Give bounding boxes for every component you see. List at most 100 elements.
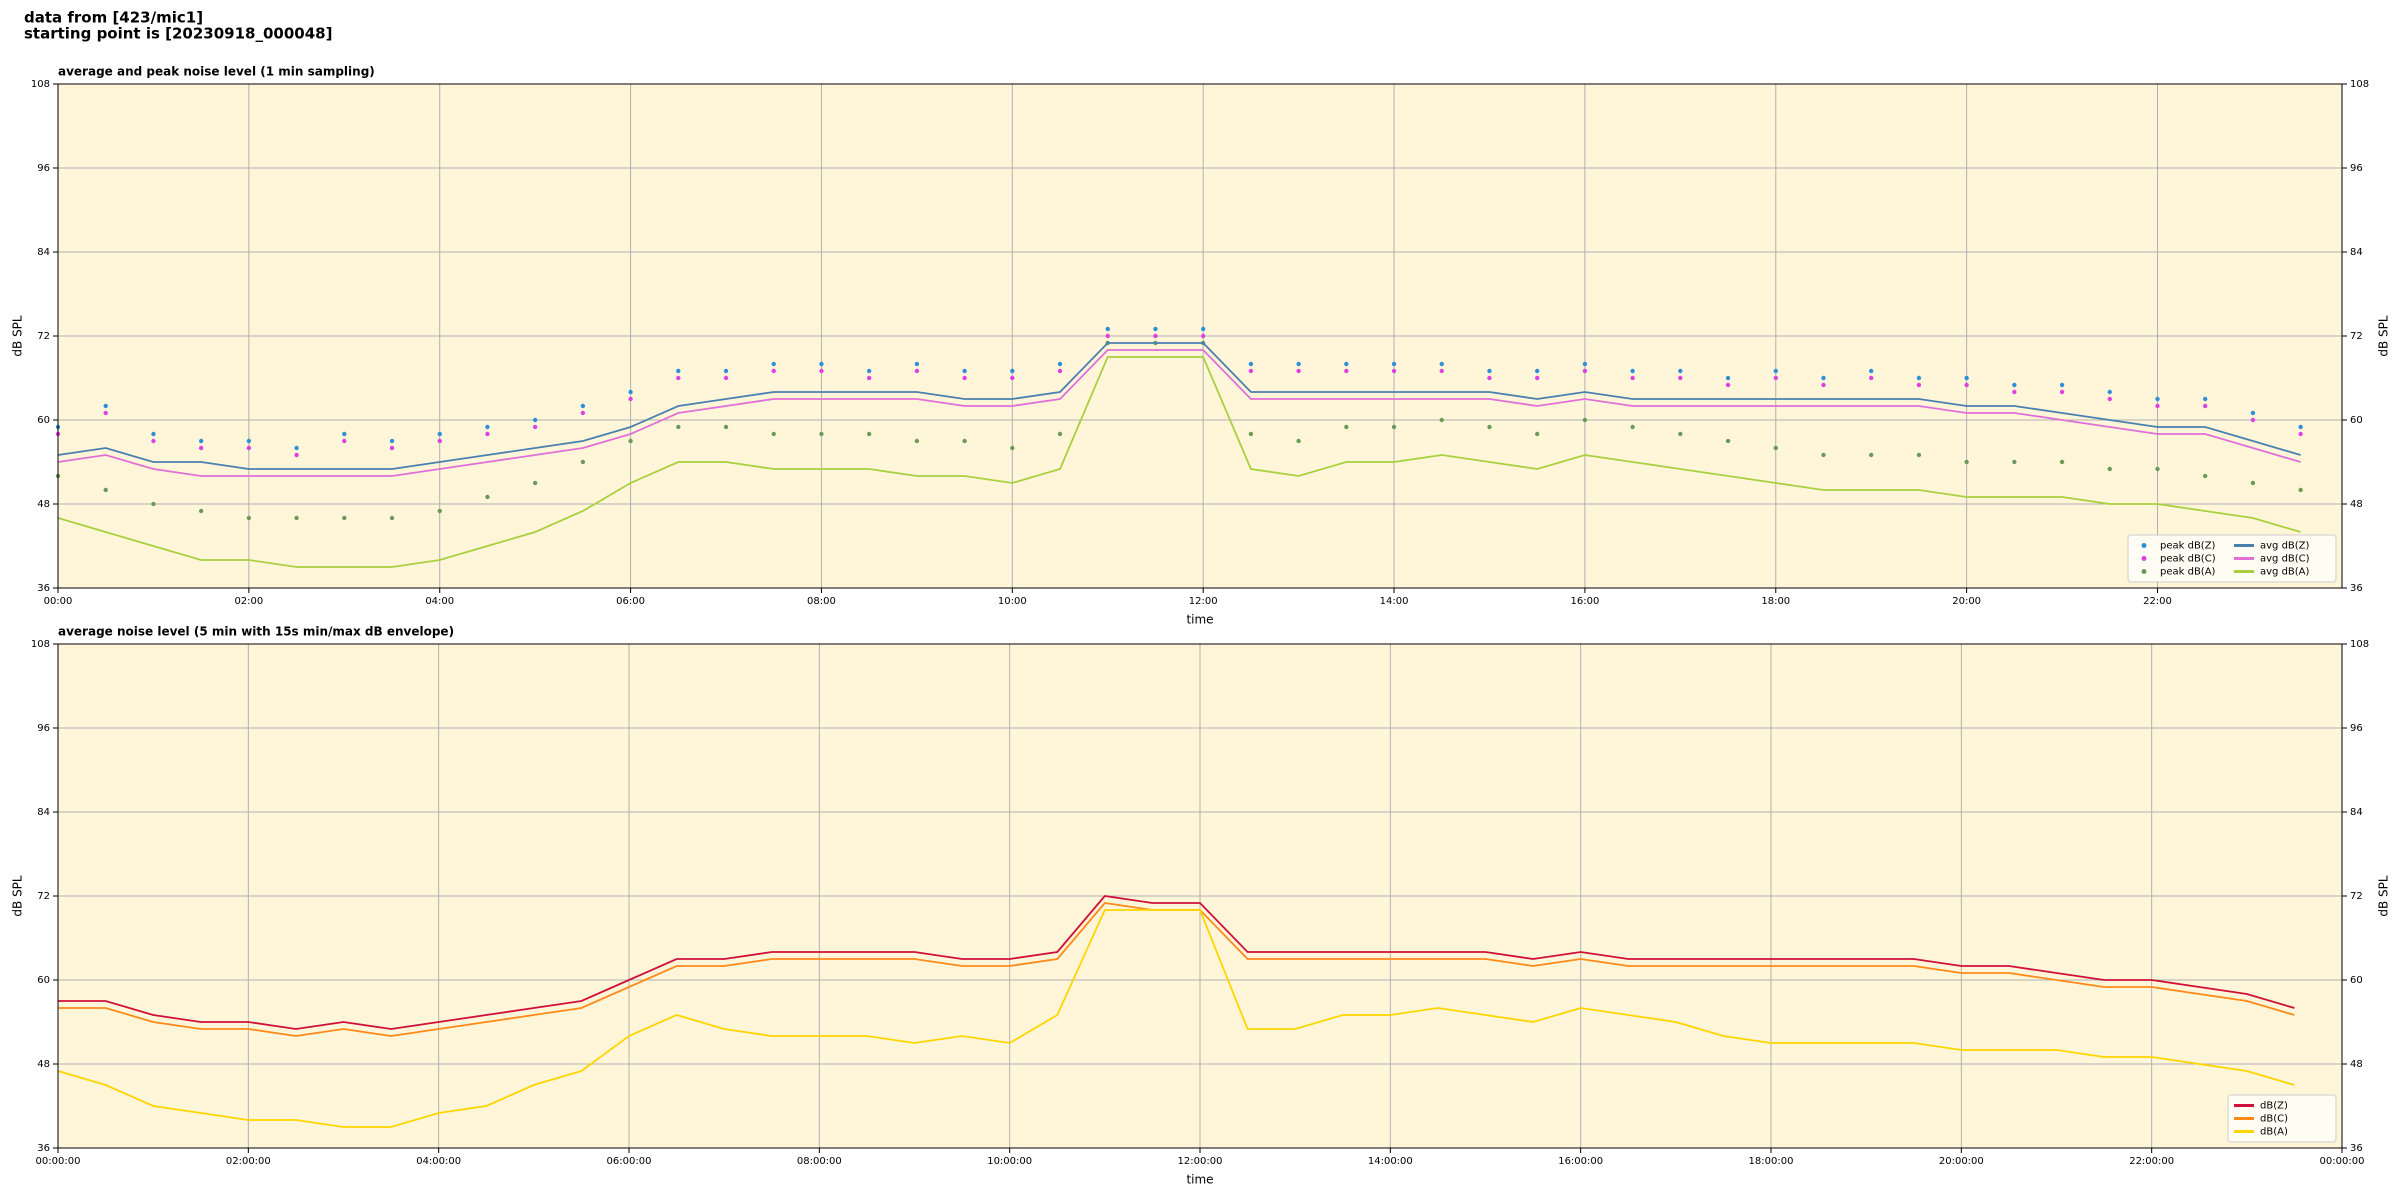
y-tick-label: 60 bbox=[37, 415, 50, 426]
peak-dot bbox=[2203, 403, 2208, 409]
peak-dot bbox=[1725, 375, 1731, 381]
y-tick-label: 36 bbox=[37, 1143, 50, 1154]
x-tick-label: 14:00:00 bbox=[1368, 1156, 1413, 1167]
peak-dot bbox=[1582, 417, 1588, 423]
y-tick-label: 84 bbox=[2350, 247, 2363, 258]
peak-dot bbox=[1296, 361, 1301, 367]
peak-dot bbox=[580, 410, 586, 416]
peak-dot bbox=[342, 515, 347, 521]
x-tick-label: 00:00:00 bbox=[36, 1156, 81, 1167]
peak-dot bbox=[1534, 368, 1540, 374]
peak-dot bbox=[1487, 368, 1492, 374]
header-line: starting point is [20230918_000048] bbox=[24, 25, 332, 43]
x-tick-label: 06:00:00 bbox=[607, 1156, 652, 1167]
peak-dot bbox=[819, 361, 824, 367]
x-tick-label: 22:00 bbox=[2143, 596, 2172, 607]
peak-dot bbox=[1678, 368, 1683, 374]
peak-dot bbox=[1964, 375, 1969, 381]
y-tick-label: 60 bbox=[2350, 975, 2363, 986]
peak-dot bbox=[1725, 382, 1731, 388]
peak-dot bbox=[532, 424, 538, 430]
x-tick-label: 16:00 bbox=[1570, 596, 1599, 607]
peak-dot bbox=[1344, 424, 1349, 430]
peak-dot bbox=[1153, 333, 1158, 339]
x-tick-label: 12:00 bbox=[1189, 596, 1218, 607]
peak-dot bbox=[1153, 326, 1158, 332]
peak-dot bbox=[1248, 368, 1254, 374]
legend-label: dB(C) bbox=[2260, 1114, 2288, 1125]
peak-dot bbox=[103, 403, 108, 409]
peak-dot bbox=[1869, 368, 1874, 374]
peak-dot bbox=[1391, 361, 1397, 367]
x-tick-label: 20:00 bbox=[1952, 596, 1981, 607]
peak-dot bbox=[1296, 368, 1301, 374]
peak-dot bbox=[2155, 403, 2160, 409]
y-tick-label: 72 bbox=[2350, 331, 2363, 342]
peak-dot bbox=[1582, 361, 1588, 367]
peak-dot bbox=[628, 438, 633, 444]
legend-label: peak dB(A) bbox=[2160, 567, 2216, 578]
x-tick-label: 00:00 bbox=[44, 596, 73, 607]
peak-dot bbox=[819, 431, 824, 437]
peak-dot bbox=[1010, 375, 1015, 381]
y-tick-label: 48 bbox=[2350, 1059, 2363, 1070]
peak-dot bbox=[962, 375, 967, 381]
peak-dot bbox=[1964, 459, 1969, 465]
chart-title: average noise level (5 min with 15s min/… bbox=[58, 625, 454, 639]
peak-dot bbox=[2107, 389, 2112, 395]
peak-dot bbox=[866, 375, 872, 381]
peak-dot bbox=[1487, 375, 1492, 381]
peak-dot bbox=[1773, 368, 1778, 374]
peak-dot bbox=[2298, 424, 2303, 430]
y-tick-label: 36 bbox=[2350, 1143, 2363, 1154]
y-tick-label: 48 bbox=[37, 1059, 50, 1070]
peak-dot bbox=[2012, 382, 2017, 388]
peak-dot bbox=[1869, 452, 1874, 458]
peak-dot bbox=[389, 445, 395, 451]
series-line bbox=[57, 909, 2295, 1128]
peak-dot bbox=[246, 515, 252, 521]
x-axis-label: time bbox=[1186, 613, 1213, 627]
peak-dot bbox=[1200, 326, 1206, 332]
peak-dot bbox=[1916, 452, 1922, 458]
peak-dot bbox=[1010, 445, 1015, 451]
y-tick-label: 96 bbox=[2350, 163, 2363, 174]
legend-swatch bbox=[2141, 556, 2147, 561]
peak-dot bbox=[1439, 417, 1444, 423]
peak-dot bbox=[485, 431, 490, 437]
x-tick-label: 22:00:00 bbox=[2129, 1156, 2174, 1167]
peak-dot bbox=[1105, 326, 1110, 332]
y-tick-label: 84 bbox=[37, 807, 50, 818]
x-tick-label: 18:00 bbox=[1761, 596, 1790, 607]
series-line bbox=[57, 342, 2301, 470]
peak-dot bbox=[1248, 431, 1254, 437]
y-tick-label: 36 bbox=[2350, 583, 2363, 594]
peak-dot bbox=[2107, 396, 2112, 402]
legend-swatch bbox=[2141, 543, 2147, 548]
y-tick-label: 108 bbox=[31, 639, 50, 650]
x-tick-label: 20:00:00 bbox=[1939, 1156, 1984, 1167]
peak-dot bbox=[1105, 333, 1110, 339]
peak-dot bbox=[628, 389, 633, 395]
peak-dot bbox=[437, 508, 442, 514]
peak-dot bbox=[771, 431, 776, 437]
peak-dot bbox=[1391, 368, 1397, 374]
y-tick-label: 72 bbox=[37, 891, 50, 902]
peak-dot bbox=[1057, 361, 1063, 367]
peak-dot bbox=[962, 438, 967, 444]
y-tick-label: 96 bbox=[37, 163, 50, 174]
peak-dot bbox=[1439, 368, 1444, 374]
peak-dot bbox=[1487, 424, 1492, 430]
peak-dot bbox=[1010, 368, 1015, 374]
peak-dot bbox=[676, 424, 681, 430]
peak-dot bbox=[294, 445, 299, 451]
peak-dot bbox=[1916, 382, 1922, 388]
peak-dot bbox=[580, 403, 586, 409]
peak-dot bbox=[1630, 424, 1635, 430]
legend-label: avg dB(A) bbox=[2260, 567, 2310, 578]
peak-dot bbox=[246, 438, 252, 444]
peak-dot bbox=[1964, 382, 1969, 388]
peak-dot bbox=[1821, 452, 1826, 458]
x-tick-label: 08:00 bbox=[807, 596, 836, 607]
